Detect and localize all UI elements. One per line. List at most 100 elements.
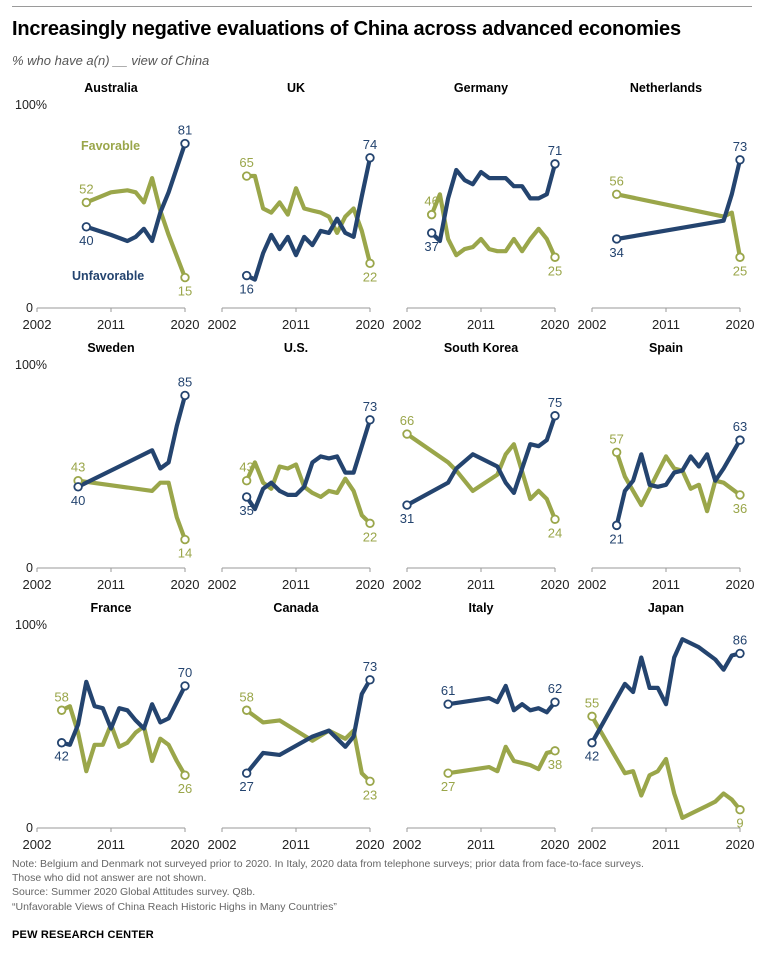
unfavorable-end-label-spain: 63: [733, 419, 747, 434]
y-top-label-row-1: 100%: [15, 98, 47, 112]
panel-title-netherlands: Netherlands: [630, 81, 702, 95]
note-line-1: Note: Belgium and Denmark not surveyed p…: [12, 858, 644, 870]
x-tick-label-germany-2011: 2011: [467, 317, 495, 332]
favorable-start-marker-canada: [241, 705, 252, 715]
favorable-start-label-uk: 65: [239, 155, 253, 170]
unfavorable-start-label-japan: 42: [585, 749, 599, 764]
favorable-start-label-netherlands: 56: [609, 173, 623, 188]
favorable-end-label-france: 26: [178, 781, 192, 796]
unfavorable-start-label-uk: 16: [239, 282, 253, 297]
unfavorable-start-label-netherlands: 34: [609, 245, 623, 260]
unfavorable-line-netherlands: [614, 157, 743, 242]
favorable-start-label-france: 58: [54, 689, 68, 704]
y-bottom-label-row-2: 0: [26, 561, 33, 575]
top-rule: [12, 6, 752, 7]
favorable-end-label-japan: 9: [736, 816, 743, 831]
favorable-end-marker-south-korea: [550, 514, 560, 524]
unfavorable-end-marker-u-s: [365, 415, 375, 425]
source-line: Source: Summer 2020 Global Attitudes sur…: [12, 886, 256, 899]
favorable-line-germany: [429, 192, 558, 260]
favorable-start-label-spain: 57: [609, 431, 623, 446]
x-tick-label-italy-2002: 2002: [393, 837, 422, 850]
unfavorable-start-label-australia: 40: [79, 233, 93, 248]
chart-subtitle: % who have a(n) __ view of China: [12, 53, 210, 68]
x-tick-label-germany-2020: 2020: [541, 317, 570, 332]
unfavorable-start-marker-uk: [241, 270, 252, 281]
x-tick-label-u-s-2011: 2011: [282, 577, 310, 592]
x-tick-label-canada-2002: 2002: [208, 837, 237, 850]
y-top-label-row-3: 100%: [15, 618, 47, 632]
x-tick-label-australia-2002: 2002: [23, 317, 52, 332]
x-tick-label-france-2011: 2011: [97, 837, 125, 850]
unfavorable-end-label-south-korea: 75: [548, 395, 562, 410]
x-tick-label-germany-2002: 2002: [393, 317, 422, 332]
y-top-label-row-2: 100%: [15, 358, 47, 372]
x-tick-label-japan-2002: 2002: [578, 837, 607, 850]
favorable-start-marker-south-korea: [402, 429, 412, 439]
x-tick-label-south-korea-2011: 2011: [467, 577, 495, 592]
unfavorable-start-marker-netherlands: [611, 234, 622, 244]
favorable-end-marker-u-s: [365, 518, 375, 529]
unfavorable-line-sweden: [75, 393, 188, 489]
favorable-end-marker-france: [180, 770, 190, 780]
y-bottom-label-row-1: 0: [26, 301, 33, 315]
favorable-end-marker-italy: [550, 746, 560, 756]
favorable-line-south-korea: [404, 431, 558, 522]
x-tick-label-australia-2020: 2020: [171, 317, 200, 332]
x-tick-label-sweden-2020: 2020: [171, 577, 200, 592]
x-tick-label-spain-2002: 2002: [578, 577, 607, 592]
x-tick-label-canada-2020: 2020: [356, 837, 385, 850]
x-tick-label-uk-2011: 2011: [282, 317, 310, 332]
panel-title-canada: Canada: [273, 601, 319, 615]
unfavorable-start-marker-australia: [81, 222, 92, 232]
unfavorable-line-south-korea: [404, 413, 558, 508]
favorable-start-label-italy: 27: [441, 779, 455, 794]
x-tick-label-canada-2011: 2011: [282, 837, 310, 850]
x-tick-label-australia-2011: 2011: [97, 317, 125, 332]
unfavorable-end-marker-japan: [735, 648, 745, 659]
unfavorable-start-label-spain: 21: [609, 531, 623, 546]
unfavorable-start-marker-italy: [443, 699, 453, 709]
x-tick-label-spain-2020: 2020: [726, 577, 755, 592]
x-tick-label-sweden-2002: 2002: [23, 577, 52, 592]
unfavorable-start-marker-sweden: [73, 482, 83, 492]
favorable-end-label-uk: 22: [363, 269, 377, 284]
unfavorable-end-marker-australia: [180, 138, 190, 149]
unfavorable-end-label-sweden: 85: [178, 374, 192, 389]
unfavorable-line-uk: [244, 155, 373, 282]
series-label-favorable: Favorable: [81, 139, 140, 153]
favorable-line-japan: [589, 714, 743, 821]
unfavorable-line-germany: [429, 161, 558, 244]
panel-title-u-s: U.S.: [284, 341, 308, 355]
x-tick-label-japan-2020: 2020: [726, 837, 755, 850]
unfavorable-start-marker-south-korea: [402, 500, 412, 510]
x-tick-label-netherlands-2002: 2002: [578, 317, 607, 332]
unfavorable-line-canada: [244, 677, 373, 776]
unfavorable-start-marker-u-s: [241, 492, 252, 502]
unfavorable-start-marker-france: [56, 738, 67, 748]
favorable-start-label-germany: 46: [424, 194, 438, 209]
report-title-line: “Unfavorable Views of China Reach Histor…: [12, 900, 337, 913]
panel-title-uk: UK: [287, 81, 305, 95]
panel-title-australia: Australia: [84, 81, 139, 95]
favorable-start-marker-japan: [587, 711, 597, 722]
favorable-start-marker-italy: [443, 768, 453, 778]
note-line-2: Those who did not answer are not shown.: [12, 872, 207, 885]
unfavorable-end-marker-netherlands: [735, 155, 745, 165]
chart-title: Increasingly negative evaluations of Chi…: [12, 18, 681, 40]
favorable-start-label-south-korea: 66: [400, 413, 414, 428]
unfavorable-end-label-u-s: 73: [363, 399, 377, 414]
favorable-line-france: [59, 704, 188, 778]
favorable-start-marker-australia: [81, 197, 92, 208]
favorable-line-spain: [614, 450, 743, 514]
x-tick-label-u-s-2020: 2020: [356, 577, 385, 592]
unfavorable-end-label-japan: 86: [733, 632, 747, 647]
favorable-end-marker-australia: [180, 272, 190, 283]
favorable-end-label-canada: 23: [363, 787, 377, 802]
favorable-end-label-australia: 15: [178, 284, 192, 299]
unfavorable-start-label-canada: 27: [239, 779, 253, 794]
series-label-unfavorable: Unfavorable: [72, 269, 144, 283]
footnotes: Note: Belgium and Denmark not surveyed p…: [12, 857, 752, 914]
unfavorable-end-marker-south-korea: [550, 411, 560, 421]
unfavorable-end-marker-italy: [550, 697, 560, 707]
